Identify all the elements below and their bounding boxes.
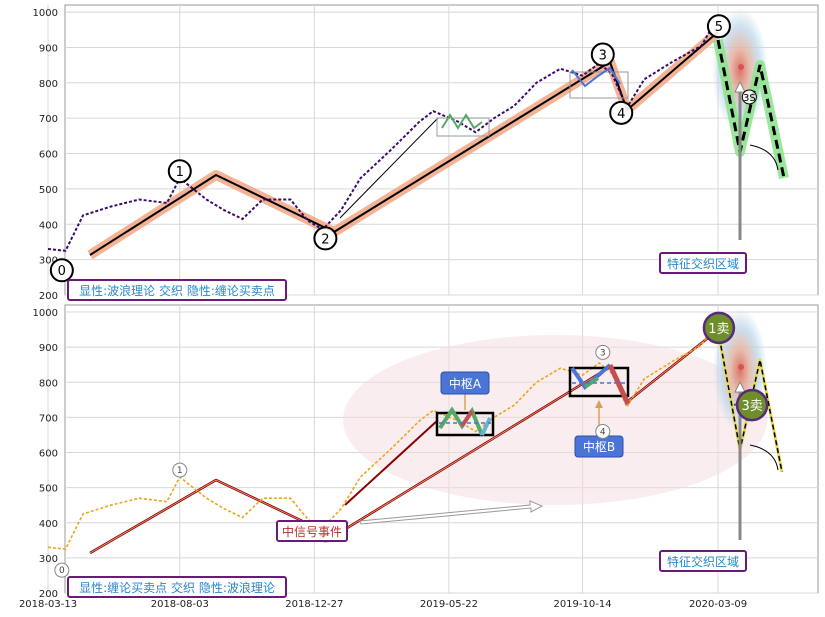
x-tick-labels: 2018-03-13 2018-08-03 2018-12-27 2019-05-22… bbox=[19, 599, 747, 610]
bottom-zhongshu-a-path3 bbox=[480, 417, 492, 436]
top-wave-line bbox=[89, 31, 719, 256]
bottom-blob-dot bbox=[738, 364, 744, 370]
bottom-y-tick-800: 800 bbox=[39, 378, 58, 389]
top-zhongshu-b-path bbox=[571, 66, 621, 88]
top-y-tick-600: 600 bbox=[39, 150, 58, 161]
top-label-text: 显性:波浪理论 交织 隐性:缠论买卖点 bbox=[79, 283, 275, 298]
top-feature-box: 特征交织区域 bbox=[659, 252, 747, 274]
top-wave-point-0 bbox=[49, 258, 74, 283]
signal-event-arrow bbox=[359, 500, 544, 525]
top-price-line bbox=[47, 29, 712, 252]
top-dashed-path bbox=[716, 39, 786, 179]
x-tick-2018-03-13: 2018-03-13 bbox=[19, 599, 77, 610]
top-y-tick-400: 400 bbox=[39, 220, 58, 231]
top-y-tick-200: 200 bbox=[39, 291, 58, 302]
bottom-point-label-0: 0 bbox=[59, 566, 65, 576]
bottom-zhongshu-b-path3 bbox=[607, 363, 631, 406]
bottom-point-1 bbox=[172, 462, 188, 478]
bottom-y-tick-400: 400 bbox=[39, 519, 58, 530]
bottom-zhongshu-b-box bbox=[568, 366, 630, 398]
bottom-y-tick-200: 200 bbox=[39, 589, 58, 600]
top-blob-dot bbox=[738, 64, 744, 70]
bottom-zhongshu-b-path2 bbox=[583, 376, 600, 389]
tag-zhongshu-a: 中枢A bbox=[440, 371, 490, 395]
top-y-tick-500: 500 bbox=[39, 185, 58, 196]
top-zhongshu-b bbox=[569, 71, 629, 99]
top-wave-points: 0 1 2 3 4 5 3S bbox=[49, 14, 757, 283]
top-wave-point-1 bbox=[167, 159, 192, 184]
x-tick-2018-08-03: 2018-08-03 bbox=[151, 599, 209, 610]
tag-zhongshu-b: 中枢B bbox=[574, 435, 624, 458]
top-y-tick-800: 800 bbox=[39, 79, 58, 90]
bottom-point-0 bbox=[54, 562, 70, 578]
top-y-tick-900: 900 bbox=[39, 43, 58, 54]
bottom-feature-text: 特征交织区域 bbox=[667, 554, 739, 569]
bottom-label-text: 显性:缠论买卖点 交织 隐性:波浪理论 bbox=[79, 580, 275, 595]
bottom-point-label-1: 1 bbox=[177, 466, 183, 476]
x-tick-2018-12-27: 2018-12-27 bbox=[285, 599, 343, 610]
top-grid bbox=[47, 5, 818, 296]
bottom-bi-line-inner bbox=[89, 329, 719, 554]
top-panel: 200 300 400 500 600 700 800 900 1000 0 1 2 3 4 5 3S 显性… bbox=[33, 4, 819, 302]
bottom-arc bbox=[749, 444, 779, 471]
top-wave-label-3: 3 bbox=[599, 49, 607, 64]
top-wave-label-5: 5 bbox=[715, 20, 723, 35]
bottom-y-tick-500: 500 bbox=[39, 484, 58, 495]
top-zhongshu-a-path bbox=[441, 113, 483, 130]
top-wave-point-4 bbox=[609, 100, 634, 125]
top-wave-point-3S bbox=[741, 89, 757, 105]
top-y-tick-labels: 200 300 400 500 600 700 800 900 1000 bbox=[33, 8, 58, 302]
signal-event-box: 中信号事件 bbox=[276, 520, 348, 542]
bottom-point-4 bbox=[595, 423, 611, 439]
top-wave-label-3S: 3S bbox=[743, 93, 756, 104]
bottom-y-tick-300: 300 bbox=[39, 554, 58, 565]
bottom-y-tick-700: 700 bbox=[39, 413, 58, 424]
bottom-point-3卖 bbox=[735, 388, 769, 422]
bottom-point-label-1卖: 1卖 bbox=[708, 322, 729, 337]
tag-zhongshu-a-text: 中枢A bbox=[449, 376, 482, 391]
top-feature-text: 特征交织区域 bbox=[667, 256, 739, 271]
bottom-y-tick-900: 900 bbox=[39, 343, 58, 354]
top-wave-point-5 bbox=[706, 14, 731, 39]
bottom-point-3 bbox=[595, 344, 611, 360]
tag-zhongshu-b-text: 中枢B bbox=[583, 439, 615, 454]
top-helper-line bbox=[339, 117, 439, 219]
top-wave-point-3 bbox=[590, 42, 615, 67]
bottom-points: 012341卖3卖 bbox=[54, 311, 769, 578]
top-wave-label-4: 4 bbox=[617, 107, 625, 122]
x-tick-2020-03-09: 2020-03-09 bbox=[689, 599, 747, 610]
bottom-y-tick-1000: 1000 bbox=[33, 308, 58, 319]
top-arc bbox=[749, 144, 779, 171]
bottom-price-line bbox=[47, 329, 712, 550]
top-y-tick-700: 700 bbox=[39, 114, 58, 125]
bottom-y-tick-labels: 200 300 400 500 600 700 800 900 1000 bbox=[33, 308, 58, 600]
bottom-label-box: 显性:缠论买卖点 交织 隐性:波浪理论 bbox=[67, 576, 287, 598]
bottom-helper-line bbox=[344, 419, 439, 506]
x-tick-2019-05-22: 2019-05-22 bbox=[420, 599, 478, 610]
bottom-point-1卖 bbox=[702, 311, 736, 345]
top-wave-point-2 bbox=[313, 226, 338, 251]
top-arrow-head bbox=[734, 80, 746, 93]
signal-event-text: 中信号事件 bbox=[282, 524, 342, 539]
bottom-pink-zone bbox=[343, 335, 767, 505]
bottom-zhongshu-b-pointer-head bbox=[595, 400, 603, 408]
top-wave-label-1: 1 bbox=[176, 165, 184, 180]
bottom-arrow-head bbox=[734, 380, 746, 393]
top-y-tick-1000: 1000 bbox=[33, 8, 58, 19]
bottom-zhongshu-a-box bbox=[435, 411, 495, 437]
top-y-tick-300: 300 bbox=[39, 256, 58, 267]
bottom-y-tick-600: 600 bbox=[39, 449, 58, 460]
bottom-point-label-3卖: 3卖 bbox=[741, 399, 762, 414]
top-wave-label-2: 2 bbox=[321, 232, 329, 247]
x-tick-2019-10-14: 2019-10-14 bbox=[553, 599, 611, 610]
top-label-box: 显性:波浪理论 交织 隐性:缠论买卖点 bbox=[67, 279, 287, 301]
bottom-point-label-3: 3 bbox=[600, 348, 606, 358]
bottom-point-label-4: 4 bbox=[600, 427, 606, 437]
bottom-feature-box: 特征交织区域 bbox=[659, 550, 747, 572]
top-wave-label-0: 0 bbox=[58, 264, 66, 279]
